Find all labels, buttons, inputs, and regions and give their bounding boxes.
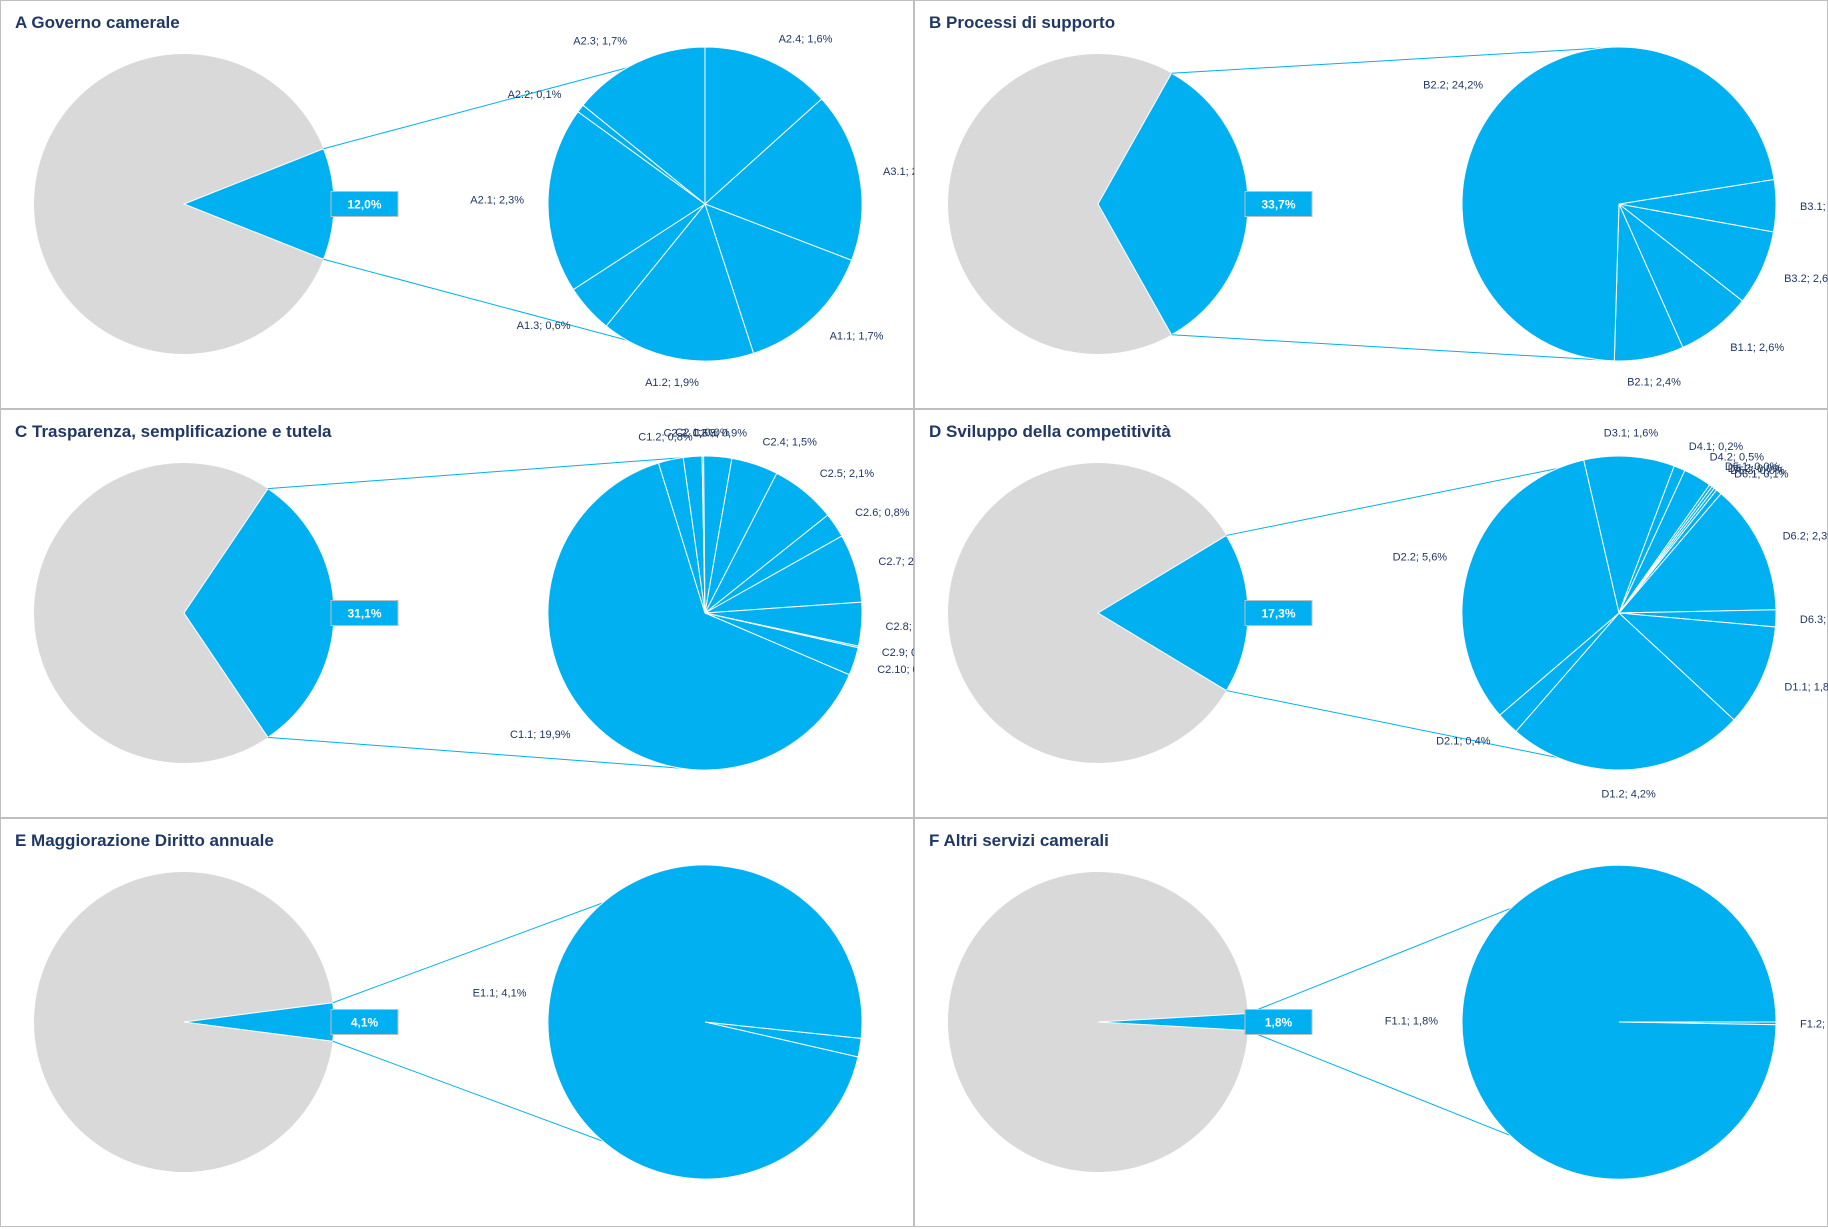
chart-title: C Trasparenza, semplificazione e tutela (15, 422, 332, 441)
slice-data-label: D2.2; 5,6% (1393, 551, 1448, 563)
slice-data-label: A2.4; 1,6% (779, 34, 833, 46)
slice-data-label: C2.3; 0,9% (693, 428, 748, 440)
main-value-label: 12,0% (347, 198, 381, 212)
slice-data-label: A2.2; 0,1% (508, 89, 562, 101)
slice-data-label: B3.1; 1,8% (1800, 201, 1828, 213)
secondary-slice (1461, 459, 1620, 716)
primary-rest-slice (948, 463, 1227, 763)
secondary-slice (582, 46, 706, 206)
secondary-slice (547, 111, 706, 291)
slice-data-label: A1.2; 1,9% (645, 377, 699, 389)
secondary-slice (605, 202, 755, 362)
slice-data-label: D1.1; 1,8% (1784, 682, 1828, 694)
slice-data-label: C1.2; 0,8% (638, 431, 693, 443)
secondary-slice (1617, 612, 1776, 721)
main-value-label: 1,8% (1265, 1016, 1293, 1030)
pie-of-pie-chart: 1,8% F1.2; 0,0% F1.1; 1,8% (947, 864, 1828, 1180)
primary-rest-slice (34, 872, 333, 1172)
main-value-box (330, 1009, 399, 1035)
primary-rest-slice (947, 872, 1248, 1172)
secondary-slice (547, 462, 851, 771)
slice-data-label: D3.1; 1,6% (1604, 427, 1659, 439)
slice-data-label: D6.1; 0,1% (1734, 468, 1789, 480)
main-value-box (1244, 1009, 1313, 1035)
secondary-slice (657, 456, 706, 614)
slice-data-label: C2.6; 0,8% (855, 507, 910, 519)
slice-data-label: F1.1; 1,8% (1385, 1015, 1438, 1027)
slice-data-label: D5.1; 0,0% (1725, 461, 1780, 473)
pie-of-pie-chart: 31,1% C2.2; 0,6%C2.1; 0,0%C2.3; 0,9% C2.4;… (34, 427, 916, 771)
main-value-box (1244, 600, 1313, 626)
main-value-box (330, 600, 399, 626)
panel-maggiorazione-diritto-annuale: E Maggiorazione Diritto annuale 4,1% E1.1… (0, 818, 914, 1227)
secondary-slice (1583, 455, 1675, 615)
slice-data-label: A1.3; 0,6% (517, 320, 571, 332)
secondary-slice (704, 98, 863, 261)
slice-data-label: E1.1; 4,1% (473, 987, 527, 999)
slice-data-label: B2.2; 24,2% (1423, 79, 1483, 91)
connector-line-bottom (1226, 690, 1620, 771)
slice-data-label: D5.3; 0,0% (1730, 465, 1785, 477)
slice-data-label: B1.1; 2,6% (1730, 342, 1784, 354)
main-value-box (330, 191, 399, 217)
connector-line-top (1171, 46, 1620, 74)
connector-line-top (267, 455, 706, 490)
panel-trasparenza: C Trasparenza, semplificazione e tutela … (0, 409, 916, 818)
slice-data-label: B3.2; 2,6% (1784, 273, 1828, 285)
slice-data-label: C1.1; 19,9% (510, 729, 571, 741)
panel-governo-camerale: A Governo camerale 12,0% A2.4; 1,6% A3.1; … (0, 0, 915, 409)
pie-of-pie-chart: 17,3% D3.1; 1,6% D4.1; 0,2%D4.2; 0,5%D5.1;… (948, 427, 1828, 801)
slice-data-label: D6.2; 2,3% (1783, 531, 1828, 543)
main-value-label: 4,1% (351, 1016, 379, 1030)
panel-sviluppo-competitivita: D Sviluppo della competitività 17,3% D3.1… (914, 409, 1828, 818)
slice-data-label: D6.3; 0,3% (1800, 614, 1828, 626)
slice-data-label: D2.1; 0,4% (1436, 735, 1491, 747)
pie-of-pie-chart: 12,0% A2.4; 1,6% A3.1; 2,1% A1.1; 1,7% A1.2;… (34, 34, 915, 389)
pie-of-pie-chart: 4,1% E1.1; 4,1% (34, 864, 863, 1180)
slice-data-label: D1.2; 4,2% (1601, 789, 1656, 801)
chart-title: E Maggiorazione Diritto annuale (15, 831, 274, 850)
connector-line-bottom (1171, 334, 1620, 362)
pie-of-pie-chart: 33,7% B3.1; 1,8% B3.2; 2,6% B1.1; 2,6% B2.1;… (948, 46, 1828, 389)
secondary-slice (547, 864, 863, 1180)
slice-data-label: F1.2; 0,0% (1800, 1019, 1828, 1031)
main-value-label: 31,1% (347, 607, 381, 621)
secondary-slice (1461, 46, 1775, 362)
slice-data-label: C2.7; 2,2% (878, 556, 915, 568)
slice-data-label: B2.1; 2,4% (1627, 377, 1681, 389)
primary-rest-slice (948, 53, 1172, 354)
slice-data-label: C2.5; 2,1% (820, 468, 875, 480)
slice-data-label: A2.3; 1,7% (573, 36, 627, 48)
panel-processi-di-supporto: B Processi di supporto 33,7% B3.1; 1,8% B3… (914, 0, 1828, 409)
panel-altri-servizi-camerali: F Altri servizi camerali 1,8% F1.2; 0,0% F… (914, 818, 1828, 1227)
primary-rest-slice (34, 463, 268, 763)
main-value-label: 33,7% (1261, 198, 1295, 212)
main-value-label: 17,3% (1261, 607, 1295, 621)
slice-data-label: D4.2; 0,5% (1710, 451, 1765, 463)
slice-data-label: C2.8; 1,4% (886, 621, 916, 633)
chart-title: D Sviluppo della competitività (929, 422, 1171, 441)
main-value-box (1244, 191, 1313, 217)
chart-title: F Altri servizi camerali (929, 831, 1109, 850)
secondary-slice (704, 46, 823, 206)
slice-data-label: C2.1; 0,0% (675, 427, 730, 439)
secondary-slice (1461, 864, 1777, 1180)
slice-data-label: C2.2; 0,6% (663, 428, 718, 440)
connector-line-top (1226, 455, 1620, 536)
slice-data-label: A2.1; 2,3% (470, 194, 524, 206)
slice-data-label: C2.10; 0,9% (877, 664, 915, 676)
slice-data-label: D4.1; 0,2% (1689, 441, 1744, 453)
slice-data-label: A3.1; 2,1% (883, 166, 915, 178)
slice-data-label: A1.1; 1,7% (830, 330, 884, 342)
secondary-slice (1515, 612, 1735, 771)
chart-title: A Governo camerale (15, 13, 180, 32)
slice-data-label: C2.4; 1,5% (763, 436, 818, 448)
slice-data-label: D5.2; 0,0% (1728, 463, 1783, 475)
connector-line-bottom (267, 736, 706, 771)
secondary-slice (1617, 492, 1777, 614)
chart-title: B Processi di supporto (929, 13, 1116, 32)
primary-rest-slice (34, 53, 324, 354)
slice-data-label: C2.9; 0,0% (882, 647, 915, 659)
